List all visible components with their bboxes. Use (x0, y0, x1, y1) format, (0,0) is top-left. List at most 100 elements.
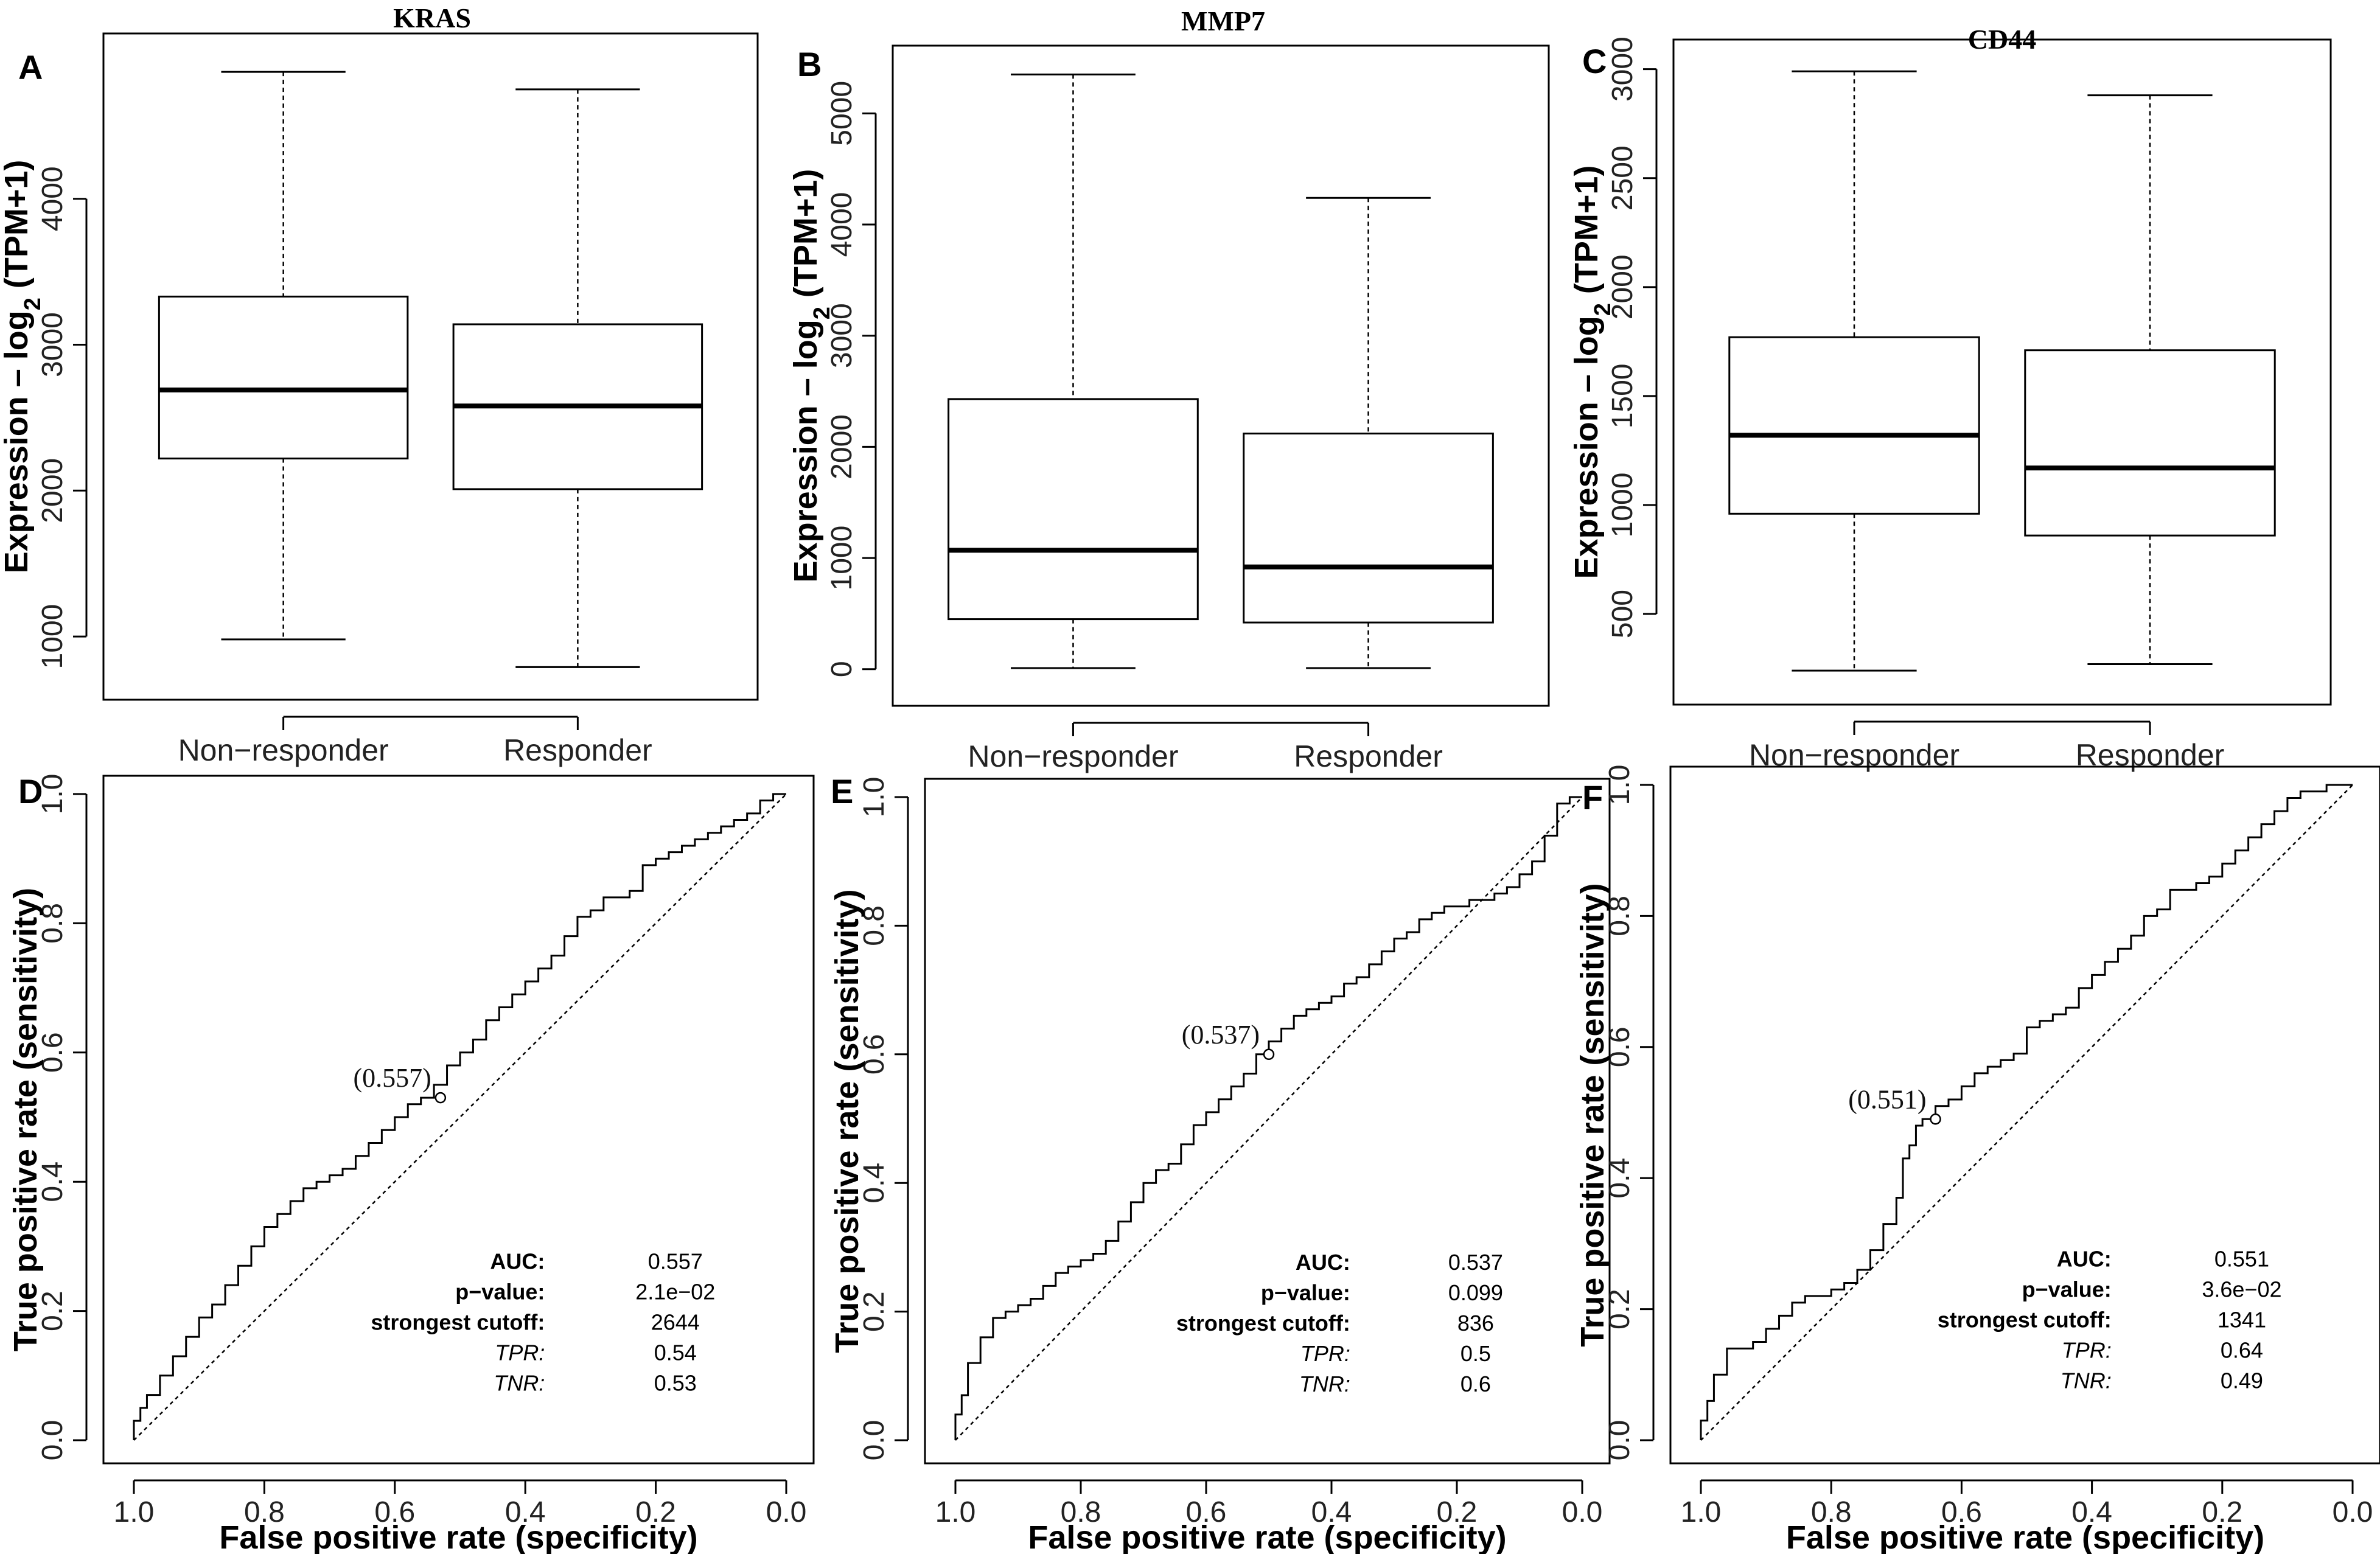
box-iqr (947, 398, 1199, 621)
y-axis-label-main: Expression – log (787, 319, 824, 582)
y-axis-label: Expression – log2 (TPM+1) (1568, 166, 1616, 579)
stat-label: strongest cutoff: (371, 1310, 545, 1335)
stat-value: 2644 (651, 1310, 700, 1335)
diagonal-reference-line (955, 796, 1583, 1441)
x-category-label: Responder (503, 733, 652, 767)
box-non-responder (1728, 70, 1980, 672)
cutoff-point-marker (1930, 1113, 1941, 1125)
panel-label: A (18, 48, 43, 86)
y-tick-label: 2000 (1607, 254, 1639, 319)
y-axis-label: True positive rate (sensitivity) (1574, 883, 1611, 1347)
y-tick-label: 0.8 (1604, 896, 1636, 936)
y-tick-label: 0.0 (1604, 1420, 1636, 1461)
chart-title: CD44 (1968, 24, 2036, 55)
chart-title: MMP7 (1181, 5, 1265, 37)
panel-label: D (18, 772, 43, 810)
x-tick-label: 0.8 (1061, 1496, 1101, 1528)
stat-label: p−value: (2022, 1277, 2112, 1302)
cutoff-point-marker (1263, 1048, 1275, 1061)
stat-value: 2.1e−02 (635, 1280, 715, 1305)
x-tick-label: 0.0 (2333, 1496, 2373, 1528)
y-tick-label: 1.0 (1604, 765, 1636, 806)
y-tick-label: 0 (826, 661, 858, 677)
box-responder (2024, 94, 2276, 665)
y-tick-label: 0.2 (37, 1291, 69, 1331)
x-category-label: Responder (1294, 739, 1443, 773)
y-tick-label: 5000 (826, 81, 858, 146)
y-tick-label: 0.8 (37, 903, 69, 944)
y-tick-label: 3000 (37, 312, 69, 377)
y-tick-label: 1000 (826, 526, 858, 591)
stat-label: TPR: (1300, 1341, 1350, 1366)
x-category-label: Non−responder (968, 739, 1178, 773)
y-axis-label-suffix: (TPM+1) (0, 160, 35, 298)
y-axis-label-suffix: (TPM+1) (1568, 166, 1605, 304)
y-tick-label: 1.0 (37, 774, 69, 815)
x-tick-label: 1.0 (114, 1496, 155, 1528)
cutoff-label: (0.557) (354, 1063, 431, 1093)
stat-label: strongest cutoff: (1176, 1311, 1350, 1336)
y-axis-label: True positive rate (sensitivity) (7, 888, 44, 1351)
box-non-responder (158, 71, 409, 641)
x-tick-label: 0.6 (1186, 1496, 1227, 1528)
chart-title: KRAS (393, 2, 471, 33)
y-tick-label: 1000 (1607, 473, 1639, 538)
y-axis-label: Expression – log2 (TPM+1) (787, 169, 835, 583)
panel-f: F1.0 0.8 0.6 0.4 0.2 0.00.00.20.40.60.81.0Fal… (1574, 765, 2380, 1554)
y-tick-label: 0.2 (858, 1291, 890, 1332)
stat-value: 1341 (2218, 1308, 2266, 1333)
x-tick-label: 0.2 (635, 1496, 676, 1528)
panel-d: D1.0 0.8 0.6 0.4 0.2 0.00.00.20.40.60.81.0Fal… (7, 772, 815, 1554)
y-tick-label: 0.4 (858, 1163, 890, 1204)
plot-frame (102, 32, 759, 701)
panel-label: E (831, 772, 853, 810)
plot-frame (102, 775, 815, 1465)
stat-value: 3.6e−02 (2202, 1277, 2281, 1302)
y-tick-label: 3000 (1607, 37, 1639, 102)
stat-value: 0.53 (654, 1371, 697, 1396)
y-tick-label: 0.0 (37, 1420, 69, 1461)
y-axis-label-suffix: (TPM+1) (787, 169, 824, 307)
panel-label: F (1582, 778, 1603, 817)
panel-b: B MMP7 0 1000 2000 3000 4000 5000 Expression – l… (787, 5, 1550, 773)
plot-frame (1672, 38, 2332, 706)
x-tick-label: 0.8 (244, 1496, 285, 1528)
y-axis-label-main: Expression – log (0, 310, 35, 573)
y-tick-label: 2000 (37, 458, 69, 523)
y-axis-label-sub: 2 (809, 307, 835, 319)
panel-c: C CD44 500 1000 1500 2000 2500 3000 Expression –… (1568, 24, 2332, 772)
x-tick-label: 0.0 (766, 1496, 807, 1528)
y-tick-label: 0.2 (1604, 1289, 1636, 1329)
stat-label: TNR: (494, 1371, 545, 1396)
plot-frame (892, 44, 1550, 707)
stat-label: p−value: (1261, 1280, 1350, 1305)
y-tick-label: 1.0 (858, 777, 890, 818)
y-tick-label: 4000 (37, 166, 69, 231)
y-tick-label: 0.6 (858, 1034, 890, 1075)
y-tick-label: 0.8 (858, 905, 890, 946)
y-tick-label: 1500 (1607, 364, 1639, 429)
x-category-label: Non−responder (178, 733, 389, 767)
stat-value: 0.557 (648, 1249, 703, 1274)
x-tick-label: 0.2 (1437, 1496, 1478, 1528)
stat-label: AUC: (490, 1249, 545, 1274)
plot-frame (1669, 765, 2380, 1465)
stat-label: TNR: (1299, 1371, 1350, 1396)
box-responder (452, 88, 703, 668)
stat-label: AUC: (1296, 1250, 1350, 1275)
roc-curve (1700, 784, 2353, 1440)
stat-label: TPR: (495, 1340, 545, 1365)
x-tick-label: 0.4 (1311, 1496, 1352, 1528)
plot-frame (924, 778, 1611, 1465)
x-tick-label: 0.4 (2071, 1496, 2112, 1528)
stat-value: 0.64 (2221, 1338, 2263, 1363)
y-tick-label: 4000 (826, 192, 858, 257)
panel-label: B (797, 45, 822, 83)
cutoff-point-marker (434, 1092, 447, 1104)
box-iqr (1243, 433, 1494, 624)
roc-curve (133, 793, 786, 1440)
stat-label: AUC: (2057, 1247, 2112, 1272)
cutoff-label: (0.537) (1182, 1020, 1260, 1050)
